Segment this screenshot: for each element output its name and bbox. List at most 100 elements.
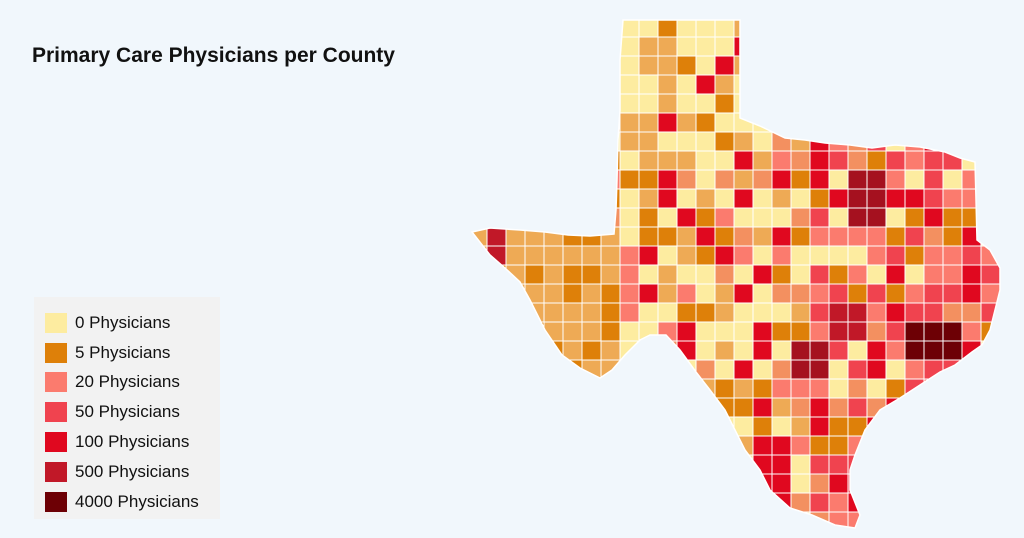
county-tile — [695, 188, 716, 209]
county-tile — [866, 112, 887, 133]
county-tile — [942, 492, 963, 513]
county-tile — [999, 74, 1000, 95]
county-tile — [733, 397, 754, 418]
county-tile — [695, 112, 716, 133]
county-tile — [638, 207, 659, 228]
county-tile — [600, 283, 621, 304]
county-tile — [562, 245, 583, 266]
county-tile — [885, 511, 906, 528]
county-tile — [581, 511, 602, 528]
county-tile — [581, 359, 602, 380]
county-tile — [961, 397, 982, 418]
county-tile — [695, 93, 716, 114]
county-tile — [676, 74, 697, 95]
county-tile — [486, 20, 507, 38]
county-tile — [714, 226, 735, 247]
county-tile — [733, 492, 754, 513]
county-tile — [486, 226, 507, 247]
county-tile — [619, 150, 640, 171]
county-tile — [752, 264, 773, 285]
county-tile — [809, 112, 830, 133]
county-tile — [472, 245, 488, 266]
county-tile — [657, 188, 678, 209]
county-tile — [923, 245, 944, 266]
county-tile — [999, 454, 1000, 475]
county-tile — [961, 93, 982, 114]
county-tile — [961, 492, 982, 513]
county-tile — [923, 492, 944, 513]
county-tile — [885, 340, 906, 361]
county-tile — [809, 226, 830, 247]
county-tile — [619, 93, 640, 114]
county-tile — [676, 378, 697, 399]
county-tile — [866, 20, 887, 38]
county-tile — [581, 264, 602, 285]
county-tile — [524, 150, 545, 171]
county-tile — [999, 245, 1000, 266]
county-tile — [980, 473, 1000, 494]
county-tile — [847, 112, 868, 133]
county-tile — [942, 112, 963, 133]
county-tile — [809, 55, 830, 76]
county-tile — [543, 131, 564, 152]
county-tile — [847, 150, 868, 171]
county-tile — [524, 226, 545, 247]
county-tile — [980, 435, 1000, 456]
county-tile — [581, 169, 602, 190]
county-tile — [638, 283, 659, 304]
county-tile — [657, 397, 678, 418]
county-tile — [486, 131, 507, 152]
county-tile — [638, 321, 659, 342]
county-tile — [472, 169, 488, 190]
county-tile — [809, 302, 830, 323]
county-tile — [582, 531, 601, 538]
county-tile — [828, 473, 849, 494]
county-tile — [524, 36, 545, 57]
county-tile — [771, 492, 792, 513]
county-tile — [771, 454, 792, 475]
county-tile — [752, 378, 773, 399]
county-tile — [581, 416, 602, 437]
county-tile — [904, 492, 925, 513]
county-tile — [752, 112, 773, 133]
county-tile — [847, 20, 868, 38]
county-tile — [961, 435, 982, 456]
county-tile — [733, 473, 754, 494]
county-tile — [486, 74, 507, 95]
county-tile — [714, 340, 735, 361]
county-tile — [486, 169, 507, 190]
county-tile — [695, 340, 716, 361]
county-tile — [999, 283, 1000, 304]
county-tile — [961, 207, 982, 228]
county-tile — [472, 264, 488, 285]
county-tile — [980, 207, 1000, 228]
county-tile — [676, 397, 697, 418]
county-tile — [733, 93, 754, 114]
county-tile — [472, 359, 488, 380]
legend-label: 5 Physicians — [75, 342, 171, 362]
county-tile — [866, 302, 887, 323]
county-tile — [790, 435, 811, 456]
county-tile — [600, 321, 621, 342]
county-tile — [600, 473, 621, 494]
county-tile — [809, 20, 830, 38]
county-tile — [771, 20, 792, 38]
legend-label: 0 Physicians — [75, 312, 171, 332]
county-tile — [695, 321, 716, 342]
county-tile — [847, 188, 868, 209]
county-tile — [472, 397, 488, 418]
county-tile — [472, 321, 488, 342]
county-tile — [581, 55, 602, 76]
county-tile — [771, 302, 792, 323]
county-tile — [638, 36, 659, 57]
county-tile — [847, 359, 868, 380]
county-tile — [999, 492, 1000, 513]
county-tile — [828, 188, 849, 209]
county-tile — [543, 36, 564, 57]
county-tile — [543, 397, 564, 418]
county-tile — [600, 20, 621, 38]
county-tile — [676, 112, 697, 133]
county-tile — [809, 188, 830, 209]
county-tile — [657, 492, 678, 513]
county-tile — [961, 169, 982, 190]
